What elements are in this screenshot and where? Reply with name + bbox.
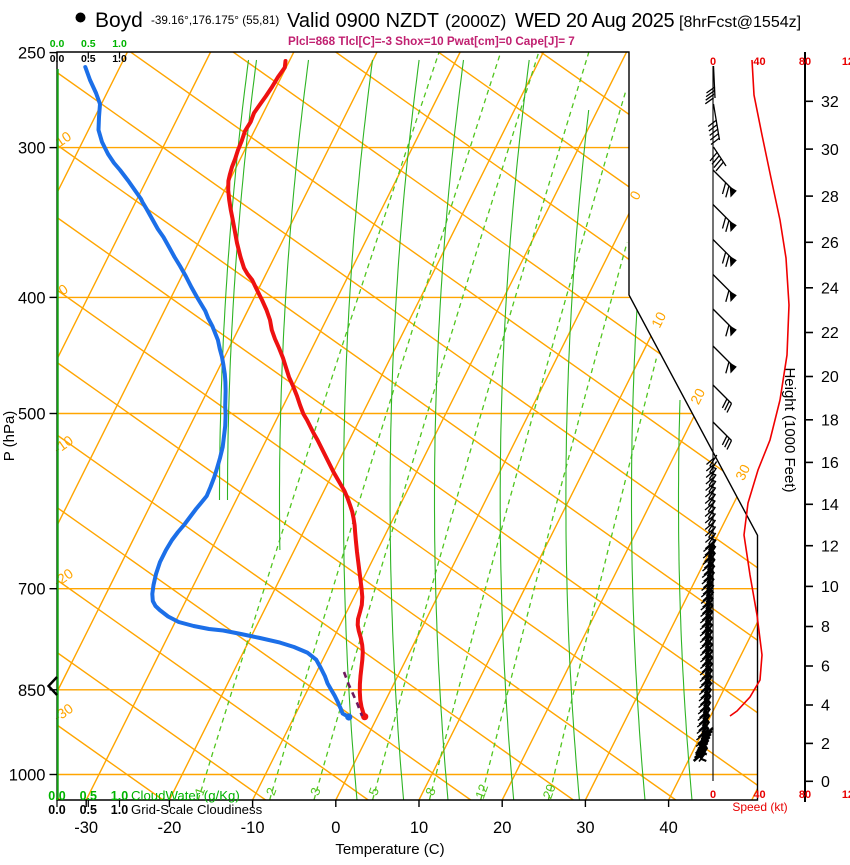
svg-text:1.0: 1.0	[112, 53, 127, 65]
svg-text:8: 8	[821, 619, 830, 636]
svg-text:Plcl=868 Tlcl[C]=-3 Shox=10 Pw: Plcl=868 Tlcl[C]=-3 Shox=10 Pwat[cm]=0 C…	[288, 35, 575, 48]
svg-text:(2000Z): (2000Z)	[445, 11, 506, 31]
svg-text:16: 16	[821, 455, 839, 472]
svg-text:12: 12	[472, 782, 491, 801]
svg-text:2: 2	[821, 736, 830, 753]
svg-text:40: 40	[753, 789, 765, 801]
svg-text:0.5: 0.5	[80, 803, 97, 817]
svg-text:40: 40	[659, 819, 677, 837]
svg-text:10: 10	[648, 309, 669, 330]
svg-text:0.0: 0.0	[50, 38, 65, 50]
svg-text:700: 700	[18, 581, 46, 599]
svg-text:0: 0	[710, 56, 716, 68]
svg-text:400: 400	[18, 289, 46, 307]
svg-text:WED 20 Aug 2025: WED 20 Aug 2025	[515, 10, 675, 32]
svg-text:10: 10	[410, 819, 428, 837]
svg-text:0.5: 0.5	[81, 38, 96, 50]
svg-text:0: 0	[331, 819, 340, 837]
svg-text:-10: -10	[241, 819, 265, 837]
svg-text:CloudWater (g/Kg): CloudWater (g/Kg)	[131, 788, 240, 803]
svg-text:1000: 1000	[9, 767, 46, 785]
svg-text:1.0: 1.0	[111, 803, 128, 817]
svg-text:Height (1000 Feet): Height (1000 Feet)	[781, 367, 798, 492]
svg-text:40: 40	[753, 56, 765, 68]
svg-text:10: 10	[821, 579, 839, 596]
svg-text:120: 120	[842, 56, 850, 68]
svg-text:80: 80	[799, 56, 811, 68]
svg-text:0.5: 0.5	[81, 53, 96, 65]
svg-text:32: 32	[821, 94, 839, 111]
svg-text:20: 20	[687, 385, 708, 406]
svg-text:22: 22	[821, 325, 839, 342]
svg-text:-30: -30	[74, 819, 98, 837]
svg-text:20: 20	[493, 819, 511, 837]
svg-text:300: 300	[18, 140, 46, 158]
svg-text:20: 20	[821, 369, 839, 386]
svg-text:14: 14	[821, 497, 839, 514]
svg-text:0: 0	[821, 774, 830, 791]
svg-text:0: 0	[710, 789, 716, 801]
svg-text:20: 20	[540, 782, 559, 801]
svg-text:0.5: 0.5	[80, 789, 97, 803]
svg-text:28: 28	[821, 189, 839, 206]
svg-text:1.0: 1.0	[112, 38, 127, 50]
svg-text:[8hrFcst@1554z]: [8hrFcst@1554z]	[679, 14, 801, 31]
svg-text:6: 6	[821, 659, 830, 676]
svg-text:1.0: 1.0	[111, 789, 128, 803]
svg-text:30: 30	[821, 142, 839, 159]
svg-text:Valid 0900 NZDT: Valid 0900 NZDT	[287, 10, 439, 32]
svg-text:Grid-Scale Cloudiness: Grid-Scale Cloudiness	[131, 802, 263, 817]
svg-text:3: 3	[307, 785, 324, 797]
svg-text:30: 30	[732, 461, 753, 482]
svg-text:0.0: 0.0	[48, 803, 65, 817]
svg-text:5: 5	[366, 785, 383, 797]
svg-text:2: 2	[263, 785, 280, 797]
svg-text:Temperature (C): Temperature (C)	[335, 841, 444, 858]
svg-text:8: 8	[422, 785, 439, 797]
svg-text:-39.16°,176.175° (55,81): -39.16°,176.175° (55,81)	[151, 14, 279, 27]
svg-text:P (hPa): P (hPa)	[1, 411, 18, 462]
svg-text:24: 24	[821, 281, 839, 298]
svg-text:80: 80	[799, 789, 811, 801]
svg-text:250: 250	[18, 45, 46, 63]
svg-text:0.0: 0.0	[50, 53, 65, 65]
svg-text:Speed (kt): Speed (kt)	[732, 800, 787, 814]
svg-text:4: 4	[821, 698, 830, 715]
svg-text:12: 12	[821, 538, 839, 555]
svg-text:30: 30	[576, 819, 594, 837]
svg-text:120: 120	[842, 789, 850, 801]
svg-text:0.0: 0.0	[48, 789, 65, 803]
svg-text:1: 1	[192, 785, 209, 797]
svg-text:-20: -20	[157, 819, 181, 837]
svg-text:850: 850	[18, 682, 46, 700]
svg-text:18: 18	[821, 413, 839, 430]
svg-text:26: 26	[821, 235, 839, 252]
svg-text:Boyd: Boyd	[95, 9, 143, 32]
svg-text:500: 500	[18, 406, 46, 424]
